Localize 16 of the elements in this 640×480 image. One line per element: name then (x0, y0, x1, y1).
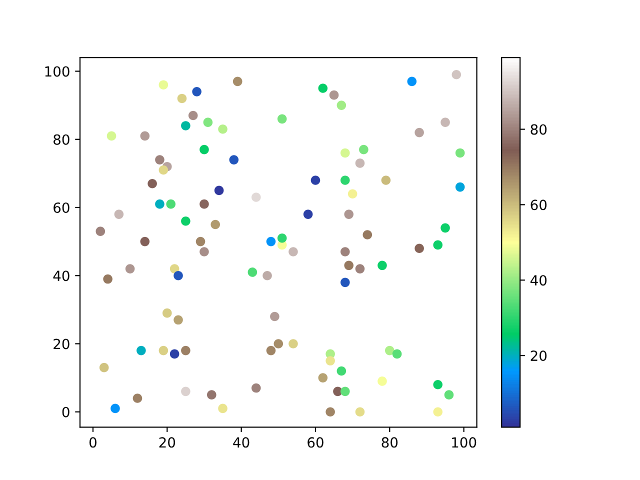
color-bar-label: 80 (530, 124, 547, 135)
y-tick-label: 40 (53, 270, 70, 282)
x-tick-label: 80 (382, 437, 398, 448)
x-tick-label: 0 (89, 437, 96, 448)
color-bar-label: 60 (530, 200, 547, 210)
y-tick-label: 80 (54, 134, 70, 145)
y-tick-label: 60 (54, 202, 70, 213)
y-tick-label: 0 (62, 406, 70, 418)
y-tick-label: 20 (54, 338, 70, 350)
x-tick-label: 60 (308, 437, 324, 448)
color-bar-label: 40 (530, 275, 547, 286)
x-tick-label: 40 (233, 437, 250, 448)
color-bar-label: 20 (530, 350, 547, 362)
x-tick-label: 100 (452, 437, 476, 448)
y-tick-label: 100 (45, 66, 70, 77)
x-tick-label: 20 (159, 437, 176, 448)
